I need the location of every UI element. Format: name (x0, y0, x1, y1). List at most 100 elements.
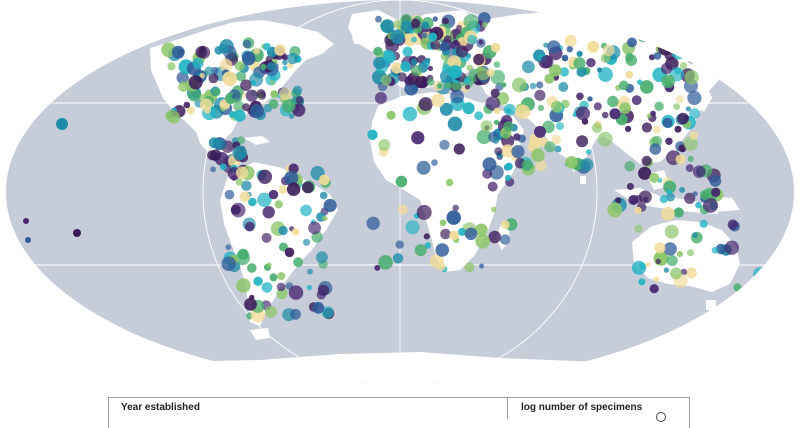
institution-point (25, 237, 31, 243)
institution-point (446, 210, 461, 225)
institution-point (666, 192, 675, 202)
institution-point (488, 230, 502, 244)
institution-point (418, 97, 433, 112)
institution-point (316, 290, 326, 300)
institution-point (474, 111, 484, 121)
institution-point (646, 113, 652, 119)
institution-point (257, 192, 272, 207)
institution-point (515, 104, 531, 120)
institution-point (586, 58, 596, 68)
institution-point (750, 277, 764, 291)
institution-point (619, 80, 629, 91)
institution-point (244, 221, 255, 232)
institution-point (625, 125, 632, 132)
institution-point (290, 308, 301, 320)
antarctica (6, 352, 794, 384)
institution-point (675, 95, 684, 104)
institution-point (464, 227, 478, 241)
institution-point (686, 49, 701, 64)
institution-point (212, 88, 221, 96)
institution-point (663, 267, 670, 273)
institution-point (276, 282, 286, 292)
institution-point (308, 221, 321, 235)
institution-point (486, 68, 495, 77)
institution-point (199, 73, 205, 79)
institution-point (231, 93, 237, 99)
institution-point (564, 34, 577, 47)
institution-point (490, 88, 500, 98)
institution-point (655, 258, 661, 265)
institution-point (513, 133, 521, 141)
institution-point (219, 163, 227, 171)
institution-point (634, 224, 643, 233)
institution-point (587, 96, 593, 102)
institution-point (250, 80, 257, 86)
institution-point (687, 155, 694, 162)
institution-point (536, 81, 544, 89)
institution-point (685, 164, 694, 173)
institution-point (240, 79, 252, 91)
institution-point (624, 161, 635, 172)
institution-point (494, 147, 503, 156)
institution-point (639, 262, 646, 270)
institution-point (239, 191, 251, 202)
institution-point (441, 64, 452, 74)
institution-point (288, 285, 304, 300)
institution-point (689, 108, 700, 119)
institution-point (410, 58, 418, 66)
institution-point (268, 189, 279, 200)
institution-point (676, 251, 683, 258)
institution-point (286, 182, 301, 196)
institution-point (284, 247, 295, 258)
institution-point (699, 219, 708, 228)
institution-point (501, 144, 515, 158)
institution-point (265, 305, 277, 318)
institution-point (686, 249, 695, 257)
institution-point (73, 229, 81, 237)
institution-point (208, 73, 219, 84)
institution-point (462, 102, 475, 115)
institution-point (597, 131, 613, 147)
institution-point (687, 90, 702, 106)
institution-point (547, 40, 561, 54)
institution-point (551, 134, 562, 145)
institution-point (395, 175, 408, 188)
institution-point (645, 262, 651, 268)
institution-point (503, 121, 514, 132)
institution-point (397, 204, 408, 215)
institution-point (529, 82, 537, 90)
institution-point (380, 19, 395, 34)
institution-point (626, 182, 635, 191)
institution-point (534, 89, 546, 101)
institution-point (414, 244, 427, 257)
institution-point (449, 230, 460, 241)
institution-point (301, 181, 314, 194)
institution-point (522, 60, 535, 74)
institution-point (257, 169, 273, 184)
institution-point (445, 178, 454, 187)
institution-point (447, 55, 462, 70)
institution-point (423, 233, 430, 240)
institution-point (210, 166, 217, 173)
new-zealand-north (760, 268, 770, 288)
institution-point (236, 71, 247, 82)
institution-point (482, 21, 488, 28)
institution-point (235, 250, 250, 266)
institution-point (306, 284, 313, 291)
institution-point (638, 278, 646, 286)
institution-point (241, 180, 252, 191)
institution-point (663, 180, 677, 194)
institution-point (266, 262, 272, 268)
institution-point (210, 154, 217, 161)
institution-point (234, 61, 245, 71)
institution-point (733, 283, 742, 292)
institution-point (683, 136, 698, 151)
institution-point (425, 57, 431, 64)
institution-point (566, 46, 573, 53)
institution-point (244, 297, 257, 311)
institution-point (685, 106, 691, 112)
institution-point (221, 256, 237, 272)
institution-point (615, 197, 622, 204)
institution-point (247, 263, 257, 273)
institution-point (230, 202, 246, 218)
